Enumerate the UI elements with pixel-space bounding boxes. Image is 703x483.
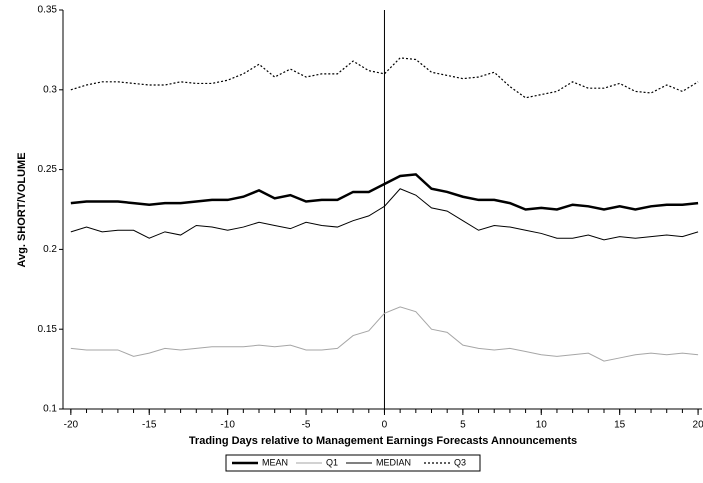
x-tick-label: -15 xyxy=(142,420,157,431)
y-tick-label: 0.25 xyxy=(38,164,58,175)
x-tick-label: 20 xyxy=(693,420,703,431)
series-line xyxy=(70,188,699,241)
y-tick-label: 0.15 xyxy=(38,324,58,335)
legend-label: Q3 xyxy=(454,457,466,467)
x-tick-label: -10 xyxy=(220,420,235,431)
series-line xyxy=(70,306,699,362)
series-line xyxy=(70,57,699,99)
x-tick-label: 5 xyxy=(460,420,466,431)
legend-label: MEAN xyxy=(262,457,288,467)
legend-label: Q1 xyxy=(326,457,338,467)
legend-label: MEDIAN xyxy=(376,457,411,467)
x-axis-title: Trading Days relative to Management Earn… xyxy=(189,435,577,447)
y-tick-label: 0.2 xyxy=(43,244,57,255)
y-tick-label: 0.35 xyxy=(38,5,58,16)
x-tick-label: 15 xyxy=(614,420,626,431)
x-tick-label: 10 xyxy=(536,420,548,431)
y-tick-label: 0.1 xyxy=(43,404,57,415)
y-axis-title: Avg. SHORT/VOLUME xyxy=(16,152,28,267)
x-tick-label: -5 xyxy=(302,420,311,431)
x-tick-label: -20 xyxy=(64,420,79,431)
series-line xyxy=(70,173,699,211)
x-tick-label: 0 xyxy=(382,420,388,431)
y-tick-label: 0.3 xyxy=(43,84,57,95)
